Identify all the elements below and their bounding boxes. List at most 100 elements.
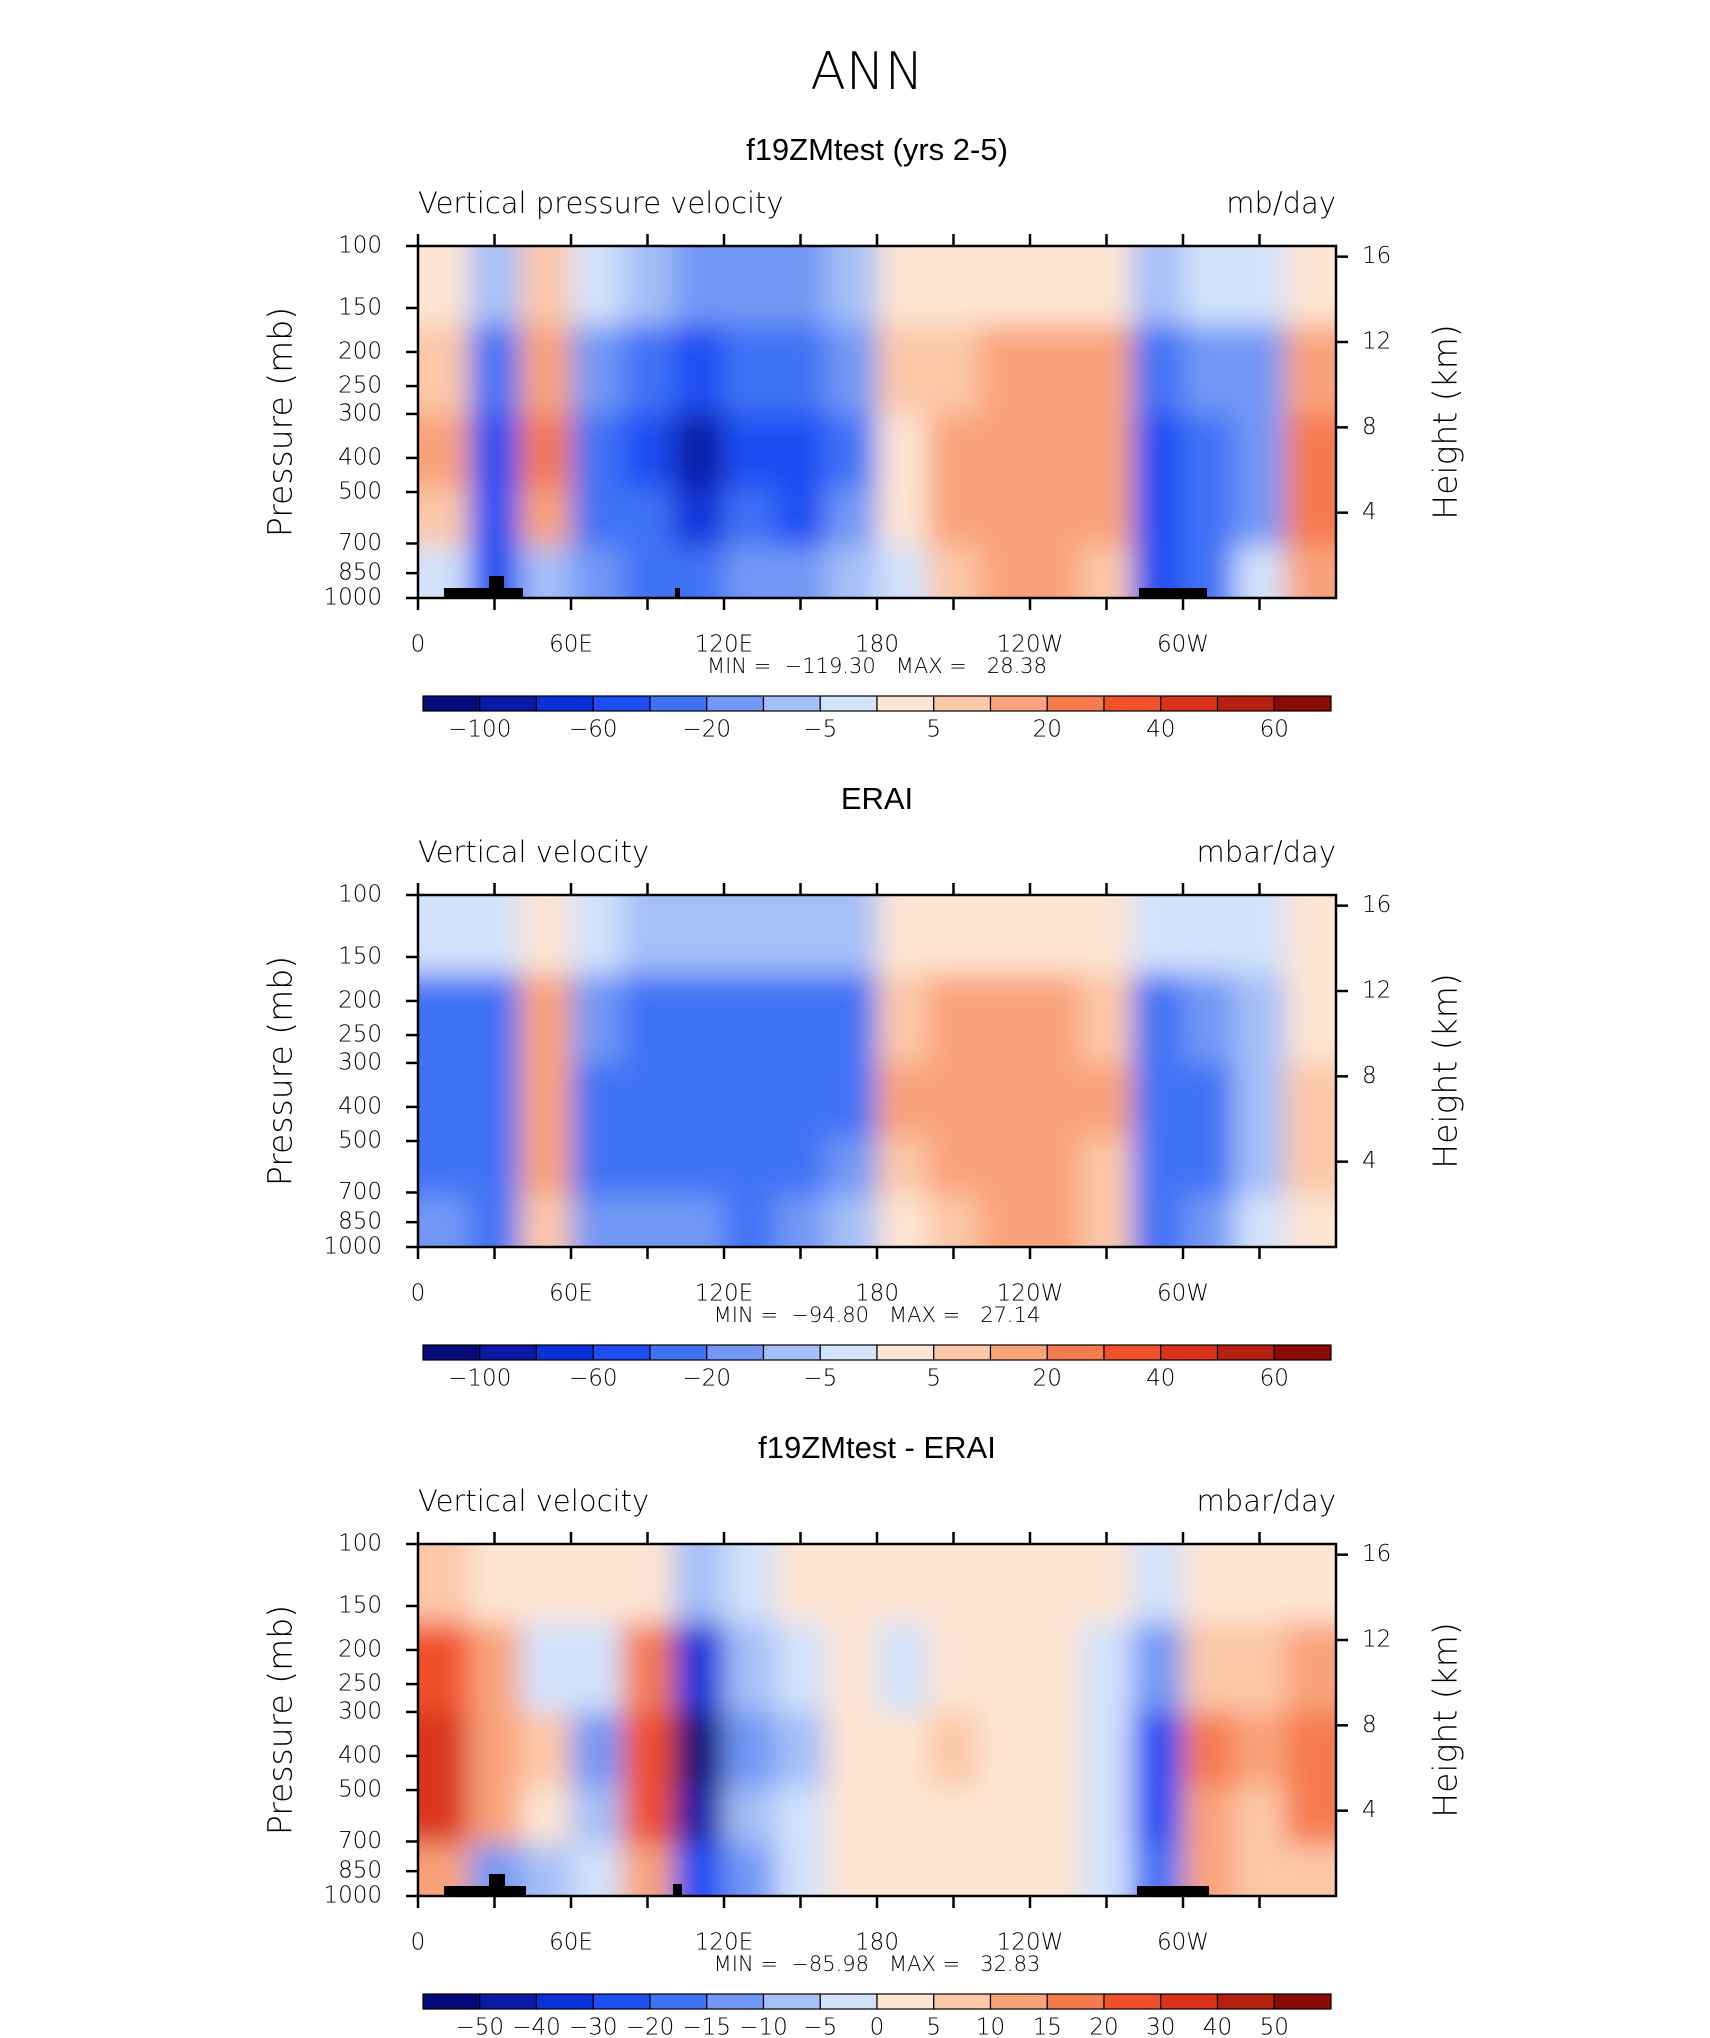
contour-cell [1132,488,1184,548]
colorbar-label: −10 [739,2015,788,2038]
contour-cell [1081,488,1133,548]
contour-cell [469,1786,521,1846]
contour-cell [1285,1544,1336,1624]
contour-cell [520,1137,572,1197]
contour-cell [622,546,674,598]
y-tick-label: 1000 [323,585,382,611]
colorbar-box [1273,695,1332,712]
y-tick-label: 300 [338,1049,382,1075]
colorbar-label: 0 [870,2015,885,2038]
contour-cell [673,1711,725,1788]
x-tick-label: 120E [695,1281,753,1307]
y-tick-label: 500 [338,1777,382,1803]
contour-cell [418,1711,470,1788]
colorbar-label: −20 [626,2015,675,2038]
contour-cell [418,1544,470,1624]
y-axis-label: Pressure (mb) [261,1605,300,1835]
contour-cell [520,413,572,490]
contour-cell [724,488,776,548]
y-tick-label: 700 [338,530,382,556]
y2-tick-label: 16 [1362,243,1391,269]
colorbar-box [706,695,765,712]
contour-cell [1234,1786,1286,1846]
contour-cell [877,1711,929,1788]
colorbar-box [876,695,935,712]
contour-cell [469,1711,521,1788]
colorbar-box [876,1993,935,2010]
contour-cell [1183,974,1235,1064]
colorbar-box [1160,1993,1219,2010]
contour-cell [1030,488,1082,548]
colorbar-label: 5 [926,717,941,743]
contour-cell [928,1623,980,1713]
colorbar-box [706,1993,765,2010]
contour-cell [571,1195,623,1247]
contour-cell [418,1623,470,1713]
contour-cell [1030,1623,1082,1713]
contour-cell [1132,1544,1184,1624]
x-tick-label: 0 [411,1281,426,1307]
contour-cell [1183,246,1235,326]
colorbar-label: −5 [803,717,837,743]
contour-cell [1234,488,1286,548]
y-tick-label: 200 [338,338,382,364]
x-tick-label: 0 [411,1930,426,1956]
contour-cell [1234,1195,1286,1247]
contour-cell [418,1195,470,1247]
contour-cell [520,1195,572,1247]
contour-cell [1285,546,1336,598]
contour-cell [928,546,980,598]
colorbar-box [1103,1344,1162,1361]
contour-cell [724,1623,776,1713]
contour-cell [1030,1195,1082,1247]
contour-cell [469,1137,521,1197]
y-tick-label: 850 [338,1209,382,1235]
contour-cell [979,1195,1031,1247]
colorbar-label: 60 [1260,1366,1289,1392]
contour-cell [571,1544,623,1624]
colorbar-box [535,695,594,712]
contour-cell [775,1844,827,1896]
y-tick-label: 150 [338,943,382,969]
contour-cell [826,1195,878,1247]
contour-cell [724,1062,776,1139]
colorbar-box [933,1344,992,1361]
y-tick-label: 100 [338,882,382,908]
contour-cell [826,1544,878,1624]
y-tick-label: 150 [338,1592,382,1618]
contour-cells [418,246,1336,598]
contour-cell [724,1137,776,1197]
contour-cell [1081,895,1133,975]
contour-cell [520,1786,572,1846]
y2-tick-label: 4 [1362,499,1377,525]
contour-cell [520,1623,572,1713]
contour-cell [979,488,1031,548]
contour-cells [418,895,1336,1247]
contour-cell [1132,1711,1184,1788]
contour-cell [418,413,470,490]
contour-cell [724,1711,776,1788]
contour-cell [1285,1711,1336,1788]
contour-cell [622,246,674,326]
contour-cell [571,1623,623,1713]
contour-cell [775,1195,827,1247]
colorbar-label: −40 [512,2015,561,2038]
topography [444,588,523,598]
contour-cell [469,413,521,490]
contour-cell [1285,974,1336,1064]
contour-cell [1234,546,1286,598]
contour-cell [775,1062,827,1139]
contour-cell [1285,325,1336,415]
colorbar-box [422,1344,481,1361]
y2-tick-label: 4 [1362,1148,1377,1174]
x-tick-label: 60W [1157,1281,1209,1307]
contour-cell [1081,325,1133,415]
contour-cell [469,1623,521,1713]
x-tick-label: 60W [1157,1930,1209,1956]
contour-cell [877,1544,929,1624]
colorbar-label: 10 [976,2015,1005,2038]
contour-cell [622,1062,674,1139]
contour-cell [928,1137,980,1197]
contour-cell [673,974,725,1064]
colorbar-box [819,695,878,712]
